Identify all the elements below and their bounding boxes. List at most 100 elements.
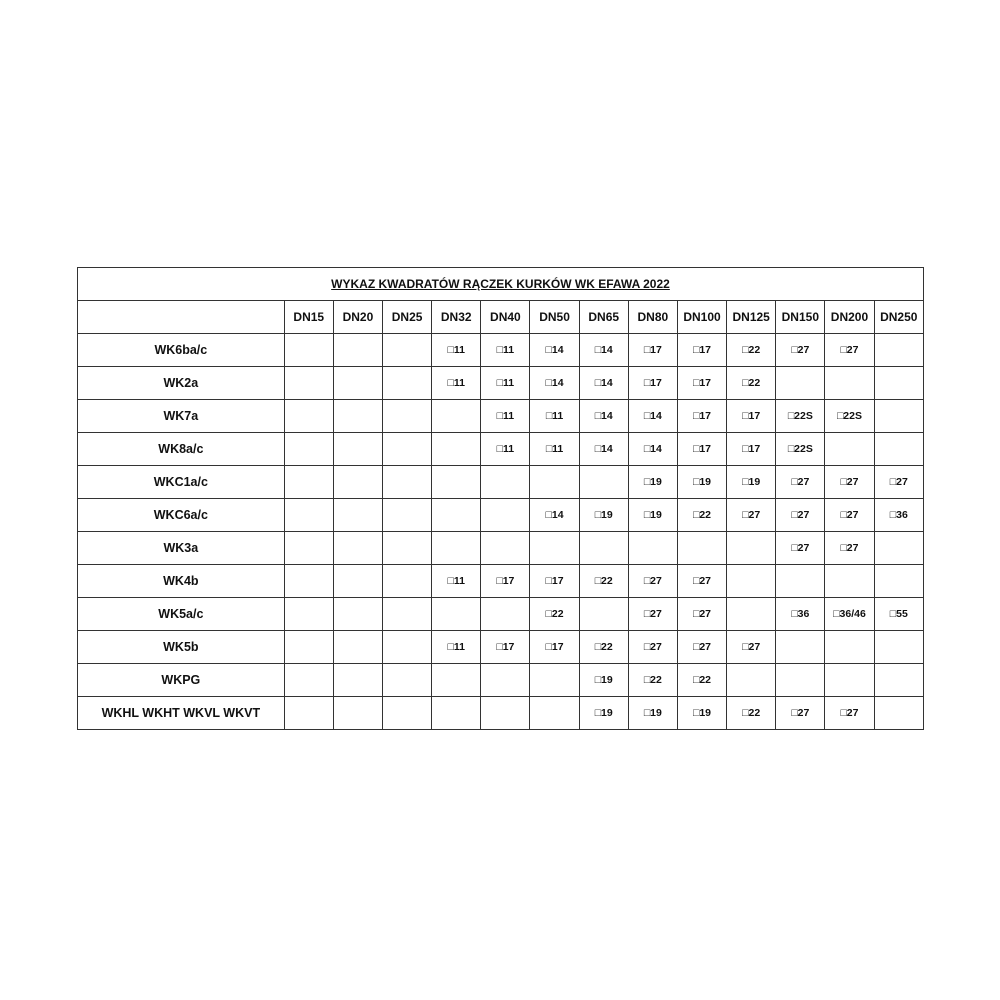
table-cell (529, 531, 580, 565)
table-cell: □19 (578, 498, 629, 532)
table-row: WK6ba/c □11 □11 □14 □14 □17 □17 □22 □27 □27 (77, 333, 925, 367)
table-cell (431, 531, 482, 565)
row-label: WK5a/c (77, 597, 285, 631)
table-cell (824, 630, 875, 664)
column-header: DN20 (332, 300, 384, 334)
table-cell: □19 (676, 465, 728, 499)
table-cell (873, 333, 925, 367)
table-cell (775, 366, 826, 400)
table-cell: □27 (824, 498, 875, 532)
table-row: WKHL WKHT WKVL WKVT □19 □19 □19 □22 □27 □27 (77, 696, 925, 730)
table-row: WK2a □11 □11 □14 □14 □17 □17 □22 (77, 366, 925, 400)
table-cell: □14 (627, 432, 678, 466)
table-cell: □27 (775, 696, 826, 730)
column-header: DN150 (775, 300, 826, 334)
table-cell (381, 597, 433, 631)
column-header: DN15 (283, 300, 334, 334)
column-header: DN100 (676, 300, 728, 334)
table-cell: □17 (627, 333, 678, 367)
table-cell (381, 696, 433, 730)
row-label: WKC1a/c (77, 465, 285, 499)
header-row: DN15 DN20 DN25 DN32 DN40 DN50 DN65 DN80 DN100 DN1… (77, 300, 925, 334)
table-cell (381, 663, 433, 697)
table-cell (873, 531, 925, 565)
table-cell (873, 399, 925, 433)
table-cell: □22 (529, 597, 580, 631)
table-row: WKC6a/c □14 □19 □19 □22 □27 □27 □27 □36 (77, 498, 925, 532)
column-header: DN65 (578, 300, 629, 334)
table-cell: □27 (627, 564, 678, 598)
valve-handle-square-table: WYKAZ KWADRATÓW RĄCZEK KURKÓW WK EFAWA 2… (77, 267, 925, 730)
table-cell (824, 432, 875, 466)
table-cell (283, 333, 334, 367)
table-cell (332, 432, 384, 466)
table-cell: □27 (824, 465, 875, 499)
table-cell: □11 (529, 399, 580, 433)
table-cell (676, 531, 728, 565)
table-cell: □14 (578, 333, 629, 367)
column-header: DN125 (726, 300, 777, 334)
table-cell (283, 597, 334, 631)
table-cell: □22S (775, 432, 826, 466)
table-cell (480, 498, 531, 532)
table-cell (332, 564, 384, 598)
table-cell (283, 531, 334, 565)
table-row: WKPG □19 □22 □22 (77, 663, 925, 697)
table-cell (726, 531, 777, 565)
table-cell (726, 663, 777, 697)
table-cell: □27 (775, 465, 826, 499)
table-cell: □19 (578, 663, 629, 697)
table-cell (332, 366, 384, 400)
table-cell (775, 564, 826, 598)
table-row: WKC1a/c □19 □19 □19 □27 □27 □27 (77, 465, 925, 499)
table-cell (873, 366, 925, 400)
table-cell: □14 (578, 399, 629, 433)
table-cell: □27 (824, 333, 875, 367)
table-cell: □19 (627, 465, 678, 499)
table-cell: □17 (676, 399, 728, 433)
table-cell (824, 366, 875, 400)
table-cell: □19 (726, 465, 777, 499)
table-cell: □22 (578, 564, 629, 598)
table-cell (283, 465, 334, 499)
table-cell (578, 465, 629, 499)
table-cell: □27 (676, 630, 728, 664)
table-row: WK4b □11 □17 □17 □22 □27 □27 (77, 564, 925, 598)
table-cell (873, 696, 925, 730)
table-cell: □14 (529, 366, 580, 400)
table-cell (627, 531, 678, 565)
table-cell (332, 696, 384, 730)
table-cell: □11 (480, 333, 531, 367)
table-cell (431, 465, 482, 499)
table-cell: □36/46 (824, 597, 875, 631)
table-cell: □17 (480, 630, 531, 664)
table-cell (332, 465, 384, 499)
table-cell: □17 (480, 564, 531, 598)
table-cell (529, 465, 580, 499)
table-cell: □27 (726, 498, 777, 532)
table-cell: □36 (873, 498, 925, 532)
column-header: DN200 (824, 300, 875, 334)
table-cell: □14 (578, 366, 629, 400)
table-cell: □27 (824, 531, 875, 565)
table-cell: □17 (676, 333, 728, 367)
table-cell: □11 (431, 630, 482, 664)
table-cell (381, 399, 433, 433)
row-label: WKPG (77, 663, 285, 697)
table-cell: □36 (775, 597, 826, 631)
table-cell (873, 630, 925, 664)
table-cell (431, 498, 482, 532)
table-cell: □22 (676, 498, 728, 532)
table-cell: □27 (873, 465, 925, 499)
row-label: WK3a (77, 531, 285, 565)
table-cell (431, 597, 482, 631)
table-cell (381, 630, 433, 664)
table-cell (283, 564, 334, 598)
table-cell: □11 (431, 333, 482, 367)
table-cell: □27 (627, 597, 678, 631)
table-cell: □19 (676, 696, 728, 730)
table-cell (873, 663, 925, 697)
table-title: WYKAZ KWADRATÓW RĄCZEK KURKÓW WK EFAWA 2… (77, 267, 924, 301)
table-cell: □27 (627, 630, 678, 664)
table-row: WK8a/c □11 □11 □14 □14 □17 □17 □22S (77, 432, 925, 466)
